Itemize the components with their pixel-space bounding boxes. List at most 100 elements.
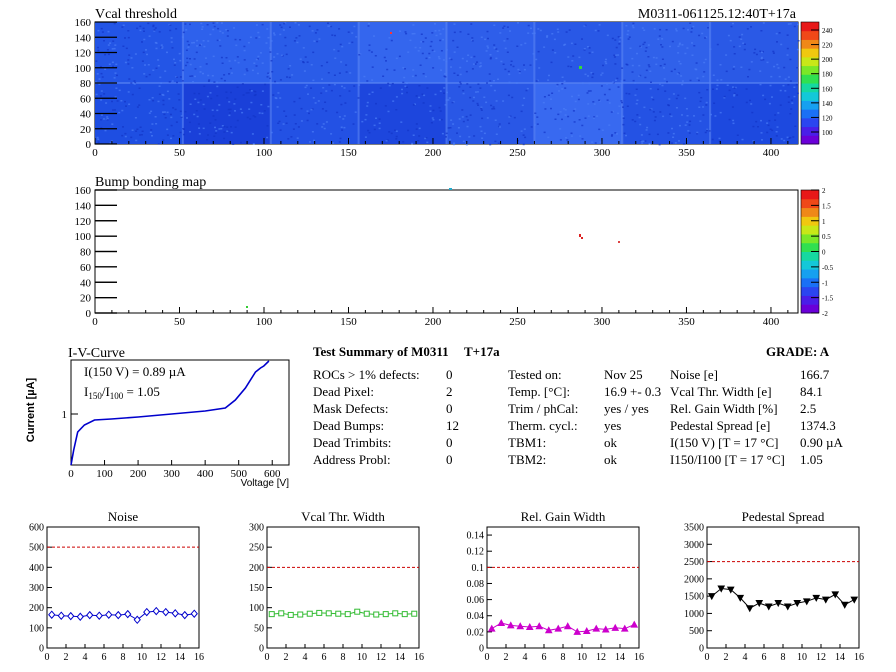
pixel-noise xyxy=(134,117,137,119)
pixel-noise xyxy=(547,136,550,139)
data-point xyxy=(487,624,496,632)
pixel-noise xyxy=(671,142,673,144)
pixel-noise xyxy=(648,142,651,145)
pixel-noise xyxy=(229,108,232,111)
pixel-noise xyxy=(682,143,685,145)
pixel-noise xyxy=(157,143,160,145)
y-tick-label: 250 xyxy=(249,543,264,554)
iv-ratio-text: I150/I100 = 1.05 xyxy=(84,384,160,401)
pixel-noise xyxy=(480,130,483,132)
pixel-noise xyxy=(503,40,506,42)
x-tick-label: 12 xyxy=(376,652,386,663)
pixel-noise xyxy=(502,100,505,102)
pixel-noise xyxy=(347,31,350,33)
pixel-noise xyxy=(100,114,103,116)
pixel-noise xyxy=(445,136,447,138)
pixel-noise xyxy=(775,32,778,35)
pixel-noise xyxy=(440,50,443,52)
pixel-noise xyxy=(698,106,701,108)
pixel-noise xyxy=(776,41,778,43)
pixel-noise xyxy=(283,22,286,25)
pixel-noise xyxy=(432,109,435,112)
pixel-noise xyxy=(703,61,706,64)
pixel-noise xyxy=(157,100,160,103)
data-point xyxy=(506,621,515,629)
pixel-noise xyxy=(574,43,577,45)
iv-i150-text: I(150 V) = 0.89 µA xyxy=(84,364,186,379)
pixel-noise xyxy=(385,60,387,62)
pixel-noise xyxy=(451,101,454,104)
iv-x-tick-label: 100 xyxy=(96,468,113,480)
pixel-noise xyxy=(199,44,201,46)
pixel-noise xyxy=(563,44,566,46)
pixel-noise xyxy=(208,79,211,81)
pixel-noise xyxy=(135,130,138,132)
pixel-noise xyxy=(191,75,194,77)
pixel-noise xyxy=(341,85,343,88)
pixel-noise xyxy=(774,114,777,116)
palette-band xyxy=(801,225,819,235)
y-tick-label: 140 xyxy=(75,200,92,212)
pixel-noise xyxy=(639,45,642,48)
x-tick-label: 10 xyxy=(577,652,587,663)
pixel-noise xyxy=(331,34,334,36)
x-tick-label: 16 xyxy=(414,652,424,663)
pixel-noise xyxy=(284,36,287,39)
pixel-noise xyxy=(789,137,792,139)
pixel-noise xyxy=(762,22,765,24)
pixel-noise xyxy=(473,135,476,137)
pixel-noise xyxy=(151,97,154,99)
pixel-noise xyxy=(650,108,653,110)
pixel-noise xyxy=(577,98,580,101)
pixel-noise xyxy=(661,58,664,60)
pixel-noise xyxy=(677,94,680,97)
pixel-noise xyxy=(189,58,191,60)
pixel-noise xyxy=(199,99,202,101)
pixel-noise xyxy=(106,116,109,118)
pixel-noise xyxy=(429,110,432,112)
pixel-noise xyxy=(266,28,269,30)
pixel-noise xyxy=(193,58,196,60)
pixel-noise xyxy=(680,75,683,77)
pixel-noise xyxy=(249,36,252,38)
pixel-noise xyxy=(484,38,487,41)
pixel-noise xyxy=(103,93,106,95)
iv-x-tick-label: 500 xyxy=(230,468,247,480)
pixel-noise xyxy=(241,111,244,114)
data-point xyxy=(573,627,582,635)
pixel-noise xyxy=(217,27,220,30)
pixel-noise xyxy=(97,138,100,140)
pixel-noise xyxy=(405,32,408,35)
pixel-noise xyxy=(610,135,613,137)
pixel-noise xyxy=(270,131,273,134)
pixel-noise xyxy=(678,60,681,63)
x-tick-label: 14 xyxy=(395,652,405,663)
x-tick-label: 2 xyxy=(724,652,729,663)
pixel-noise xyxy=(233,103,236,105)
pixel-noise xyxy=(523,68,526,71)
pixel-noise xyxy=(125,105,127,107)
pixel-noise xyxy=(563,80,566,82)
pixel-noise xyxy=(412,104,415,106)
iv-curve-line xyxy=(70,360,270,466)
pixel-noise xyxy=(446,91,448,94)
pixel-noise xyxy=(255,24,258,26)
data-point xyxy=(850,596,859,604)
pixel-noise xyxy=(371,91,374,93)
pixel-noise xyxy=(789,58,792,61)
pixel-noise xyxy=(173,58,175,61)
pixel-noise xyxy=(495,48,498,50)
pixel-noise xyxy=(625,63,628,65)
y-tick-label: 600 xyxy=(29,523,44,534)
pixel-noise xyxy=(780,138,783,140)
pixel-noise xyxy=(243,73,246,76)
pixel-noise xyxy=(175,28,178,30)
pixel-noise xyxy=(506,38,509,40)
pixel-noise xyxy=(440,118,443,121)
pixel-noise xyxy=(189,75,192,77)
pixel-noise xyxy=(312,97,315,99)
pixel-noise xyxy=(634,120,637,123)
pixel-noise xyxy=(320,65,323,67)
data-point xyxy=(544,626,553,634)
pixel-noise xyxy=(97,29,100,32)
